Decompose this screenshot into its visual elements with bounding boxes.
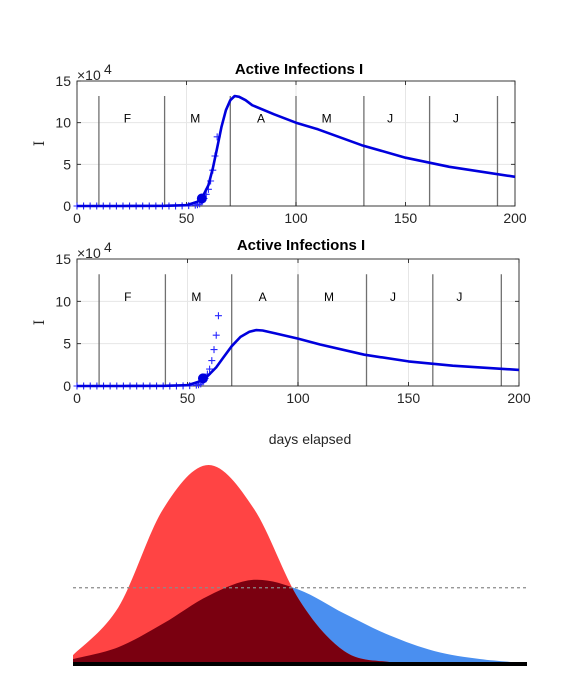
model-curve (77, 94, 516, 208)
start-marker-point (197, 373, 208, 384)
month-label: F (124, 290, 131, 304)
x-tick-label: 100 (284, 210, 308, 226)
y-tick-label: 10 (55, 293, 71, 309)
y-exponent-label: ×10 (77, 245, 101, 261)
observed-point (206, 365, 214, 373)
x-tick-label: 200 (503, 210, 527, 226)
x-tick-label: 0 (73, 390, 81, 406)
month-label: M (191, 290, 201, 304)
observed-point (208, 357, 216, 365)
month-label: J (390, 290, 396, 304)
month-label: J (456, 290, 462, 304)
month-label: M (322, 111, 332, 125)
x-tick-label: 150 (394, 210, 418, 226)
x-tick-label: 0 (73, 210, 81, 226)
month-label: A (259, 290, 267, 304)
x-tick-label: 100 (286, 390, 310, 406)
observed-point (210, 346, 218, 354)
y-tick-label: 10 (55, 115, 71, 131)
x-axis-label: days elapsed (269, 431, 352, 447)
x-tick-label: 200 (507, 390, 531, 406)
y-exponent-label: ×10 (77, 67, 101, 83)
observed-point (214, 312, 222, 320)
x-tick-label: 50 (179, 210, 195, 226)
chart-title: Active Infections I (235, 61, 363, 78)
month-label: M (324, 290, 334, 304)
start-marker-point (196, 193, 207, 204)
month-label: F (124, 111, 131, 125)
x-tick-label: 50 (180, 390, 196, 406)
y-tick-label: 0 (63, 198, 71, 214)
y-axis-label: I (32, 141, 48, 147)
chart-title: Active Infections I (237, 237, 365, 254)
model-curve (77, 328, 520, 388)
chart-bottom-active-infections: F M A M J J 0 50 100 150 200 0 5 10 15 ×10 4 Active Infec… (32, 237, 531, 406)
observed-point (212, 331, 220, 339)
y-tick-label: 5 (63, 336, 71, 352)
month-label: J (453, 111, 459, 125)
y-exponent-power: 4 (104, 239, 112, 255)
y-tick-label: 5 (63, 156, 71, 172)
month-label: J (387, 111, 393, 125)
flatten-the-curve-chart (73, 465, 527, 666)
x-tick-label: 150 (397, 390, 421, 406)
month-label: M (190, 111, 200, 125)
y-tick-label: 15 (55, 251, 71, 267)
y-tick-label: 15 (55, 73, 71, 89)
y-tick-label: 0 (63, 378, 71, 394)
y-axis-label: I (32, 320, 48, 326)
overlap-area (73, 579, 525, 663)
chart-top-active-infections: F M A M J J 0 50 100 150 200 0 5 10 15 ×10 4 Active Infec… (32, 61, 527, 226)
month-label: A (257, 111, 265, 125)
y-exponent-power: 4 (104, 61, 112, 77)
